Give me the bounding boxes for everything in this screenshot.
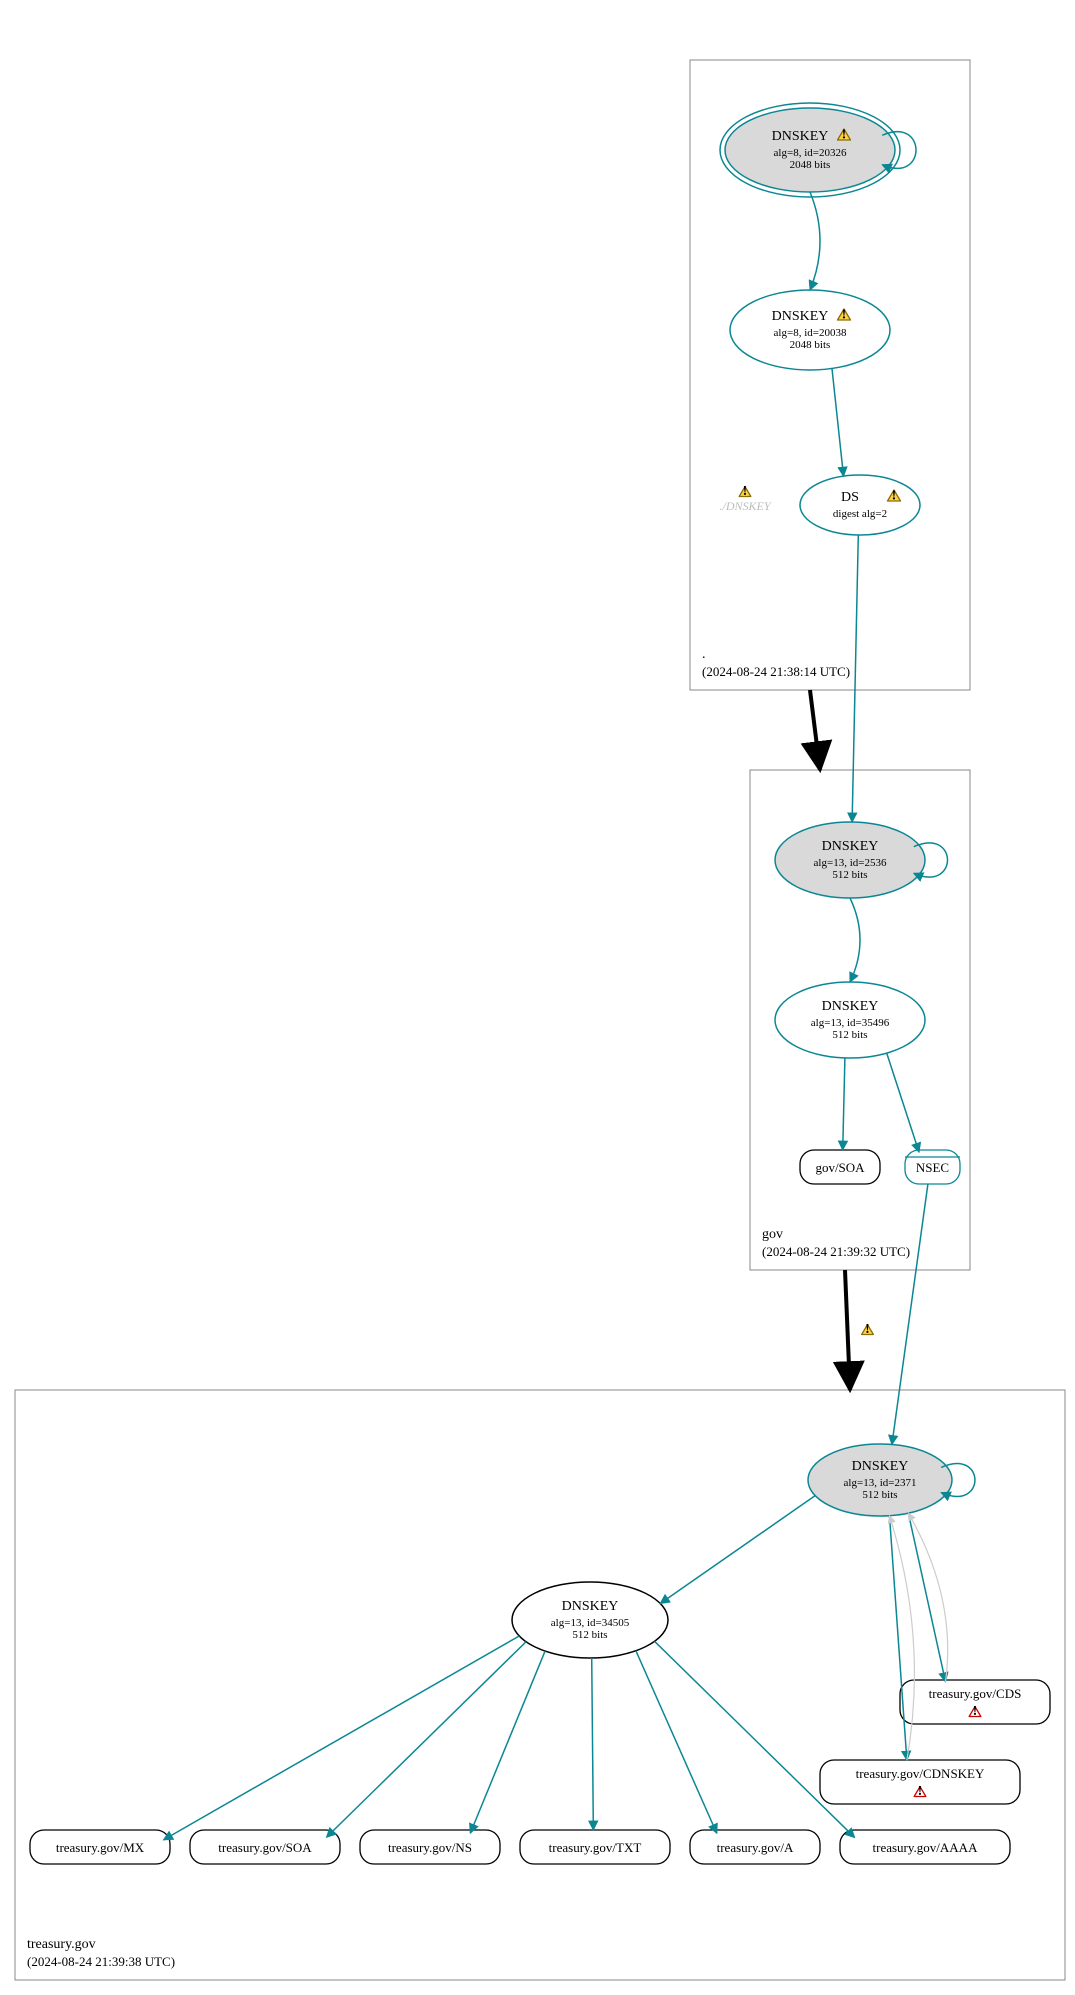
svg-text:!: ! xyxy=(918,1784,923,1799)
svg-text:512 bits: 512 bits xyxy=(832,1029,867,1041)
svg-text:!: ! xyxy=(743,484,748,499)
svg-text:alg=13, id=34505: alg=13, id=34505 xyxy=(551,1617,630,1629)
svg-text:!: ! xyxy=(892,488,897,503)
svg-text:alg=13, id=2371: alg=13, id=2371 xyxy=(844,1477,917,1489)
svg-text:512 bits: 512 bits xyxy=(572,1629,607,1641)
svg-text:treasury.gov: treasury.gov xyxy=(27,1937,96,1952)
node-rr_a: treasury.gov/A xyxy=(690,1830,820,1864)
edge-tre_zsk-rr_ns xyxy=(470,1651,545,1833)
svg-text:.: . xyxy=(702,647,706,662)
node-root-ghost-dnskey: ./DNSKEY xyxy=(719,499,771,513)
svg-text:treasury.gov/TXT: treasury.gov/TXT xyxy=(549,1840,642,1855)
svg-text:DNSKEY: DNSKEY xyxy=(562,1599,619,1614)
svg-text:digest alg=2: digest alg=2 xyxy=(833,508,887,520)
svg-text:alg=13, id=2536: alg=13, id=2536 xyxy=(814,857,887,869)
node-tre_ksk: DNSKEY alg=13, id=2371512 bits xyxy=(808,1444,952,1516)
svg-text:DS: DS xyxy=(841,490,859,505)
svg-text:512 bits: 512 bits xyxy=(862,1489,897,1501)
node-root_ds: DS digest alg=2 xyxy=(800,475,920,535)
node-root_zsk: DNSKEY alg=8, id=200382048 bits xyxy=(730,290,890,370)
svg-text:gov: gov xyxy=(762,1227,783,1242)
svg-text:DNSKEY: DNSKEY xyxy=(852,1459,909,1474)
svg-text:treasury.gov/MX: treasury.gov/MX xyxy=(56,1840,145,1855)
edge-tre_zsk-rr_a xyxy=(636,1651,717,1834)
svg-text:NSEC: NSEC xyxy=(916,1160,949,1175)
svg-text:(2024-08-24 21:39:32 UTC): (2024-08-24 21:39:32 UTC) xyxy=(762,1244,910,1259)
svg-text:alg=8, id=20038: alg=8, id=20038 xyxy=(774,327,847,339)
svg-text:DNSKEY: DNSKEY xyxy=(822,839,879,854)
edge-root_zsk-root_ds xyxy=(832,368,844,476)
node-root_ksk: DNSKEY alg=8, id=203262048 bits xyxy=(720,103,900,197)
svg-text:alg=8, id=20326: alg=8, id=20326 xyxy=(774,147,847,159)
svg-text:./DNSKEY: ./DNSKEY xyxy=(719,499,771,513)
edge-root_ds-gov_ksk xyxy=(852,535,858,822)
edge-tre_zsk-rr_soa xyxy=(326,1642,526,1838)
svg-text:treasury.gov/SOA: treasury.gov/SOA xyxy=(218,1840,312,1855)
node-rr_txt: treasury.gov/TXT xyxy=(520,1830,670,1864)
node-rr_ns: treasury.gov/NS xyxy=(360,1830,500,1864)
edge-tre_zsk-rr_aaaa xyxy=(655,1641,855,1837)
edge-tre_zsk-rr_mx xyxy=(164,1636,520,1840)
svg-text:DNSKEY: DNSKEY xyxy=(772,129,829,144)
dnssec-diagram: . (2024-08-24 21:38:14 UTC) gov (2024-08-24… xyxy=(0,0,1075,1995)
svg-text:!: ! xyxy=(842,127,847,142)
svg-text:treasury.gov/AAAA: treasury.gov/AAAA xyxy=(873,1840,979,1855)
edge-gov_zsk-gov_nsec xyxy=(887,1053,919,1152)
svg-text:!: ! xyxy=(865,1322,870,1337)
edge-zone_gov-zone_tre xyxy=(845,1270,850,1390)
node-gov_soa: gov/SOA xyxy=(800,1150,880,1184)
node-tre_zsk: DNSKEY alg=13, id=34505512 bits xyxy=(512,1582,668,1658)
svg-text:2048 bits: 2048 bits xyxy=(790,339,831,351)
svg-text:DNSKEY: DNSKEY xyxy=(772,309,829,324)
svg-text:512 bits: 512 bits xyxy=(832,869,867,881)
node-rr_aaaa: treasury.gov/AAAA xyxy=(840,1830,1010,1864)
svg-text:alg=13, id=35496: alg=13, id=35496 xyxy=(811,1017,890,1029)
svg-text:DNSKEY: DNSKEY xyxy=(822,999,879,1014)
edge-gov_zsk-gov_soa xyxy=(843,1058,845,1150)
node-gov_ksk: DNSKEY alg=13, id=2536512 bits xyxy=(775,822,925,898)
svg-text:!: ! xyxy=(973,1704,978,1719)
edge-tre_zsk-rr_txt xyxy=(592,1658,594,1830)
svg-text:(2024-08-24 21:38:14 UTC): (2024-08-24 21:38:14 UTC) xyxy=(702,664,850,679)
svg-text:gov/SOA: gov/SOA xyxy=(815,1160,865,1175)
svg-text:(2024-08-24 21:39:38 UTC): (2024-08-24 21:39:38 UTC) xyxy=(27,1954,175,1969)
svg-text:!: ! xyxy=(842,307,847,322)
svg-text:treasury.gov/A: treasury.gov/A xyxy=(717,1840,794,1855)
svg-text:treasury.gov/NS: treasury.gov/NS xyxy=(388,1840,472,1855)
edge-gov_ksk-gov_zsk xyxy=(850,898,860,982)
edge-tre_ksk-tre_zsk xyxy=(660,1496,815,1604)
node-gov_nsec: NSEC xyxy=(905,1150,960,1184)
node-rr_soa: treasury.gov/SOA xyxy=(190,1830,340,1864)
edge-gov_nsec-tre_ksk xyxy=(892,1184,928,1445)
edge-tre_ksk-tre_cdnskey xyxy=(889,1516,906,1761)
edge-root_ksk-root_zsk xyxy=(810,192,820,290)
edge-zone_root-zone_gov xyxy=(810,690,820,770)
node-gov_zsk: DNSKEY alg=13, id=35496512 bits xyxy=(775,982,925,1058)
svg-text:2048 bits: 2048 bits xyxy=(790,159,831,171)
svg-text:treasury.gov/CDS: treasury.gov/CDS xyxy=(929,1686,1022,1701)
node-rr_mx: treasury.gov/MX xyxy=(30,1830,170,1864)
svg-text:treasury.gov/CDNSKEY: treasury.gov/CDNSKEY xyxy=(856,1766,985,1781)
